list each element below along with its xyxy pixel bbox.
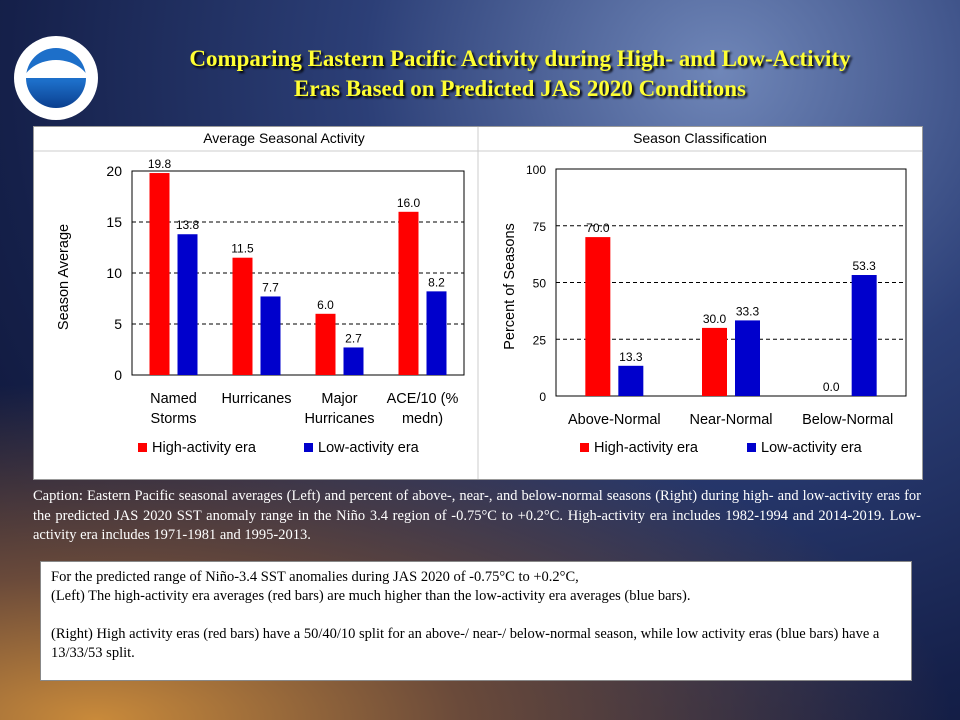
chart2-bar (618, 365, 644, 396)
chart2-bar (585, 237, 611, 396)
chart1-bar (315, 313, 336, 375)
chart1-category-label: Hurricanes (304, 411, 374, 427)
chart1-category-label: Storms (151, 411, 197, 427)
note-line3: (Right) High activity eras (red bars) ha… (51, 626, 880, 661)
chart1-category-label: Hurricanes (221, 391, 291, 407)
noaa-logo: NOAA (14, 36, 98, 120)
chart1-bar (232, 257, 253, 375)
chart2-ytick-label: 0 (539, 390, 546, 404)
chart1-ytick-label: 20 (106, 163, 122, 179)
logo-gull (26, 48, 86, 78)
chart2-category-label: Below-Normal (802, 412, 893, 428)
chart2-ytick-label: 25 (533, 333, 547, 347)
chart2-ytick-label: 75 (533, 220, 547, 234)
chart1-data-label: 2.7 (345, 331, 362, 345)
chart1-plot-frame (131, 170, 465, 376)
chart2-data-label: 13.3 (619, 350, 643, 364)
chart2-ylabel: Percent of Seasons (502, 223, 518, 350)
chart1-data-label: 6.0 (317, 298, 334, 312)
chart2-category-label: Near-Normal (690, 412, 773, 428)
chart1-data-label: 16.0 (397, 196, 421, 210)
note-line2: (Left) The high-activity era averages (r… (51, 588, 691, 604)
chart2-data-label: 30.0 (703, 312, 727, 326)
chart1-data-label: 7.7 (262, 280, 279, 294)
chart1-data-label: 11.5 (231, 242, 254, 256)
chart1-category-label: ACE/10 (% (387, 391, 459, 407)
chart2-legend-swatch (747, 443, 756, 452)
chart1-bar (177, 234, 198, 375)
slide-title-line1: Comparing Eastern Pacific Activity durin… (189, 46, 851, 71)
chart1-bar (260, 296, 281, 375)
chart1-category-label: Major (321, 391, 357, 407)
chart2-legend-label: High-activity era (594, 440, 699, 456)
slide-title: Comparing Eastern Pacific Activity durin… (110, 44, 930, 104)
charts-svg: Average Seasonal Activity 0 5 10 15 20 Season … (34, 127, 922, 479)
chart1-bar (398, 211, 419, 375)
chart1-ytick-label: 15 (106, 214, 122, 230)
slide-title-line2: Eras Based on Predicted JAS 2020 Conditi… (294, 76, 746, 101)
chart1-category-label: medn) (402, 411, 443, 427)
chart2-data-label: 70.0 (586, 221, 610, 235)
chart2-ytick-label: 100 (526, 163, 546, 177)
logo-disc (26, 48, 86, 108)
chart1-legend-swatch (138, 443, 147, 452)
chart2-data-label: 53.3 (852, 259, 876, 273)
chart1-ytick-label: 10 (106, 265, 122, 281)
chart2-category-label: Above-Normal (568, 412, 661, 428)
chart2-ytick-label: 50 (533, 277, 547, 291)
chart1-data-label: 13.8 (176, 218, 200, 232)
chart2-title: Season Classification (633, 130, 767, 146)
chart-panel: Average Seasonal Activity 0 5 10 15 20 Season … (33, 126, 923, 480)
chart2-bar (702, 327, 727, 396)
chart1-category-label: Named (150, 391, 197, 407)
chart2-legend-label: Low-activity era (761, 440, 863, 456)
chart2-plot-frame (555, 168, 907, 397)
chart1-bar (426, 291, 447, 375)
chart1-ylabel: Season Average (56, 224, 72, 330)
chart1-legend-swatch (304, 443, 313, 452)
chart2-bar (851, 275, 877, 396)
chart2-legend-swatch (580, 443, 589, 452)
chart2-data-label: 0.0 (823, 380, 840, 394)
chart1-bar (149, 173, 170, 375)
chart1-data-label: 19.8 (148, 157, 172, 171)
caption-text: Caption: Eastern Pacific seasonal averag… (33, 488, 921, 543)
chart1-ytick-label: 5 (114, 316, 122, 332)
chart1-legend-label: High-activity era (152, 440, 257, 456)
chart1-data-label: 8.2 (428, 275, 445, 289)
note-line1: For the predicted range of Niño-3.4 SST … (51, 569, 579, 585)
chart2-data-label: 33.3 (736, 304, 760, 318)
chart1-ytick-label: 0 (114, 367, 122, 383)
summary-note: For the predicted range of Niño-3.4 SST … (40, 561, 912, 681)
chart2-bar (735, 320, 760, 396)
chart1-bar (343, 347, 364, 375)
logo-text: NOAA (39, 66, 73, 78)
chart1-title: Average Seasonal Activity (203, 130, 365, 146)
chart1-legend-label: Low-activity era (318, 440, 420, 456)
